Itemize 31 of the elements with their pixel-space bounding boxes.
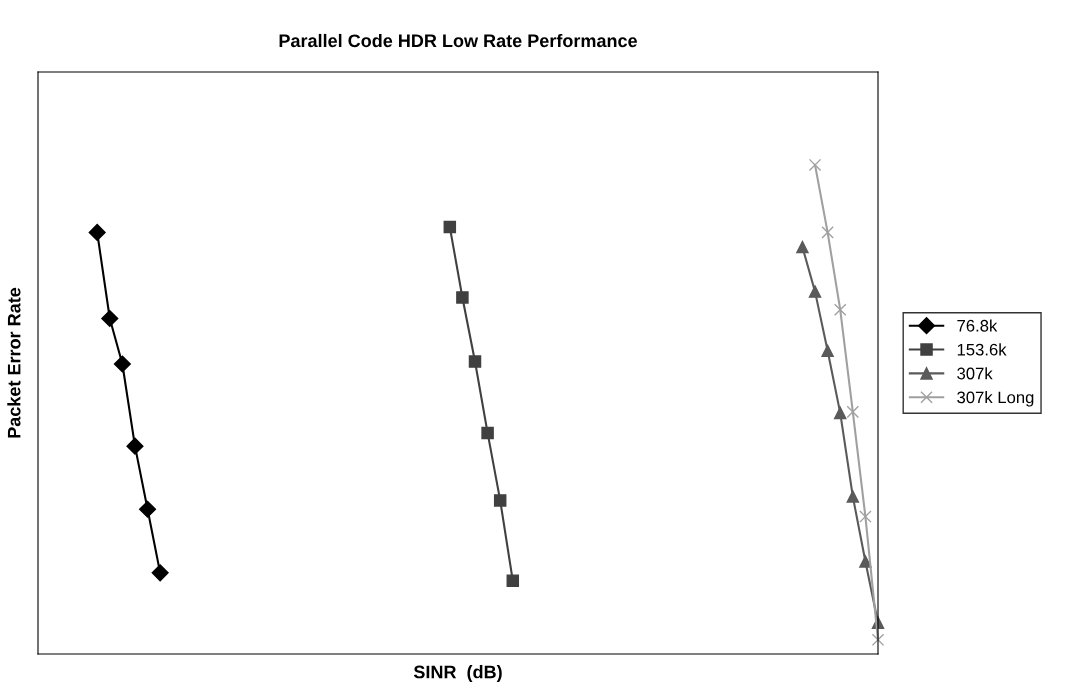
point: [846, 405, 860, 419]
point: [101, 309, 119, 328]
legend-label: 307k: [957, 367, 993, 380]
point: [506, 574, 520, 587]
point: [846, 490, 860, 503]
x-axis-title: SINR (dB): [413, 665, 502, 682]
point: [859, 510, 872, 523]
legend-label: 153.6k: [957, 343, 1007, 356]
point: [443, 220, 457, 234]
point: [481, 426, 494, 440]
point: [493, 494, 507, 507]
point: [796, 240, 809, 254]
point: [821, 226, 834, 239]
point: [859, 555, 872, 568]
point: [808, 158, 822, 172]
legend-label: 307k Long: [957, 391, 1034, 407]
point: [139, 500, 157, 518]
point: [456, 291, 469, 304]
point: [88, 223, 106, 241]
point: [833, 303, 847, 316]
point: [151, 564, 169, 582]
point: [113, 355, 131, 373]
point: [871, 633, 885, 647]
point: [833, 406, 847, 420]
point: [468, 355, 482, 368]
y-axis-title: Packet Error Rate: [7, 287, 21, 438]
legend-label: 76.8k: [957, 319, 998, 332]
point: [808, 285, 822, 298]
chart-title: Parallel Code HDR Low Rate Performance: [279, 33, 637, 48]
point: [126, 437, 144, 455]
point: [821, 344, 834, 358]
